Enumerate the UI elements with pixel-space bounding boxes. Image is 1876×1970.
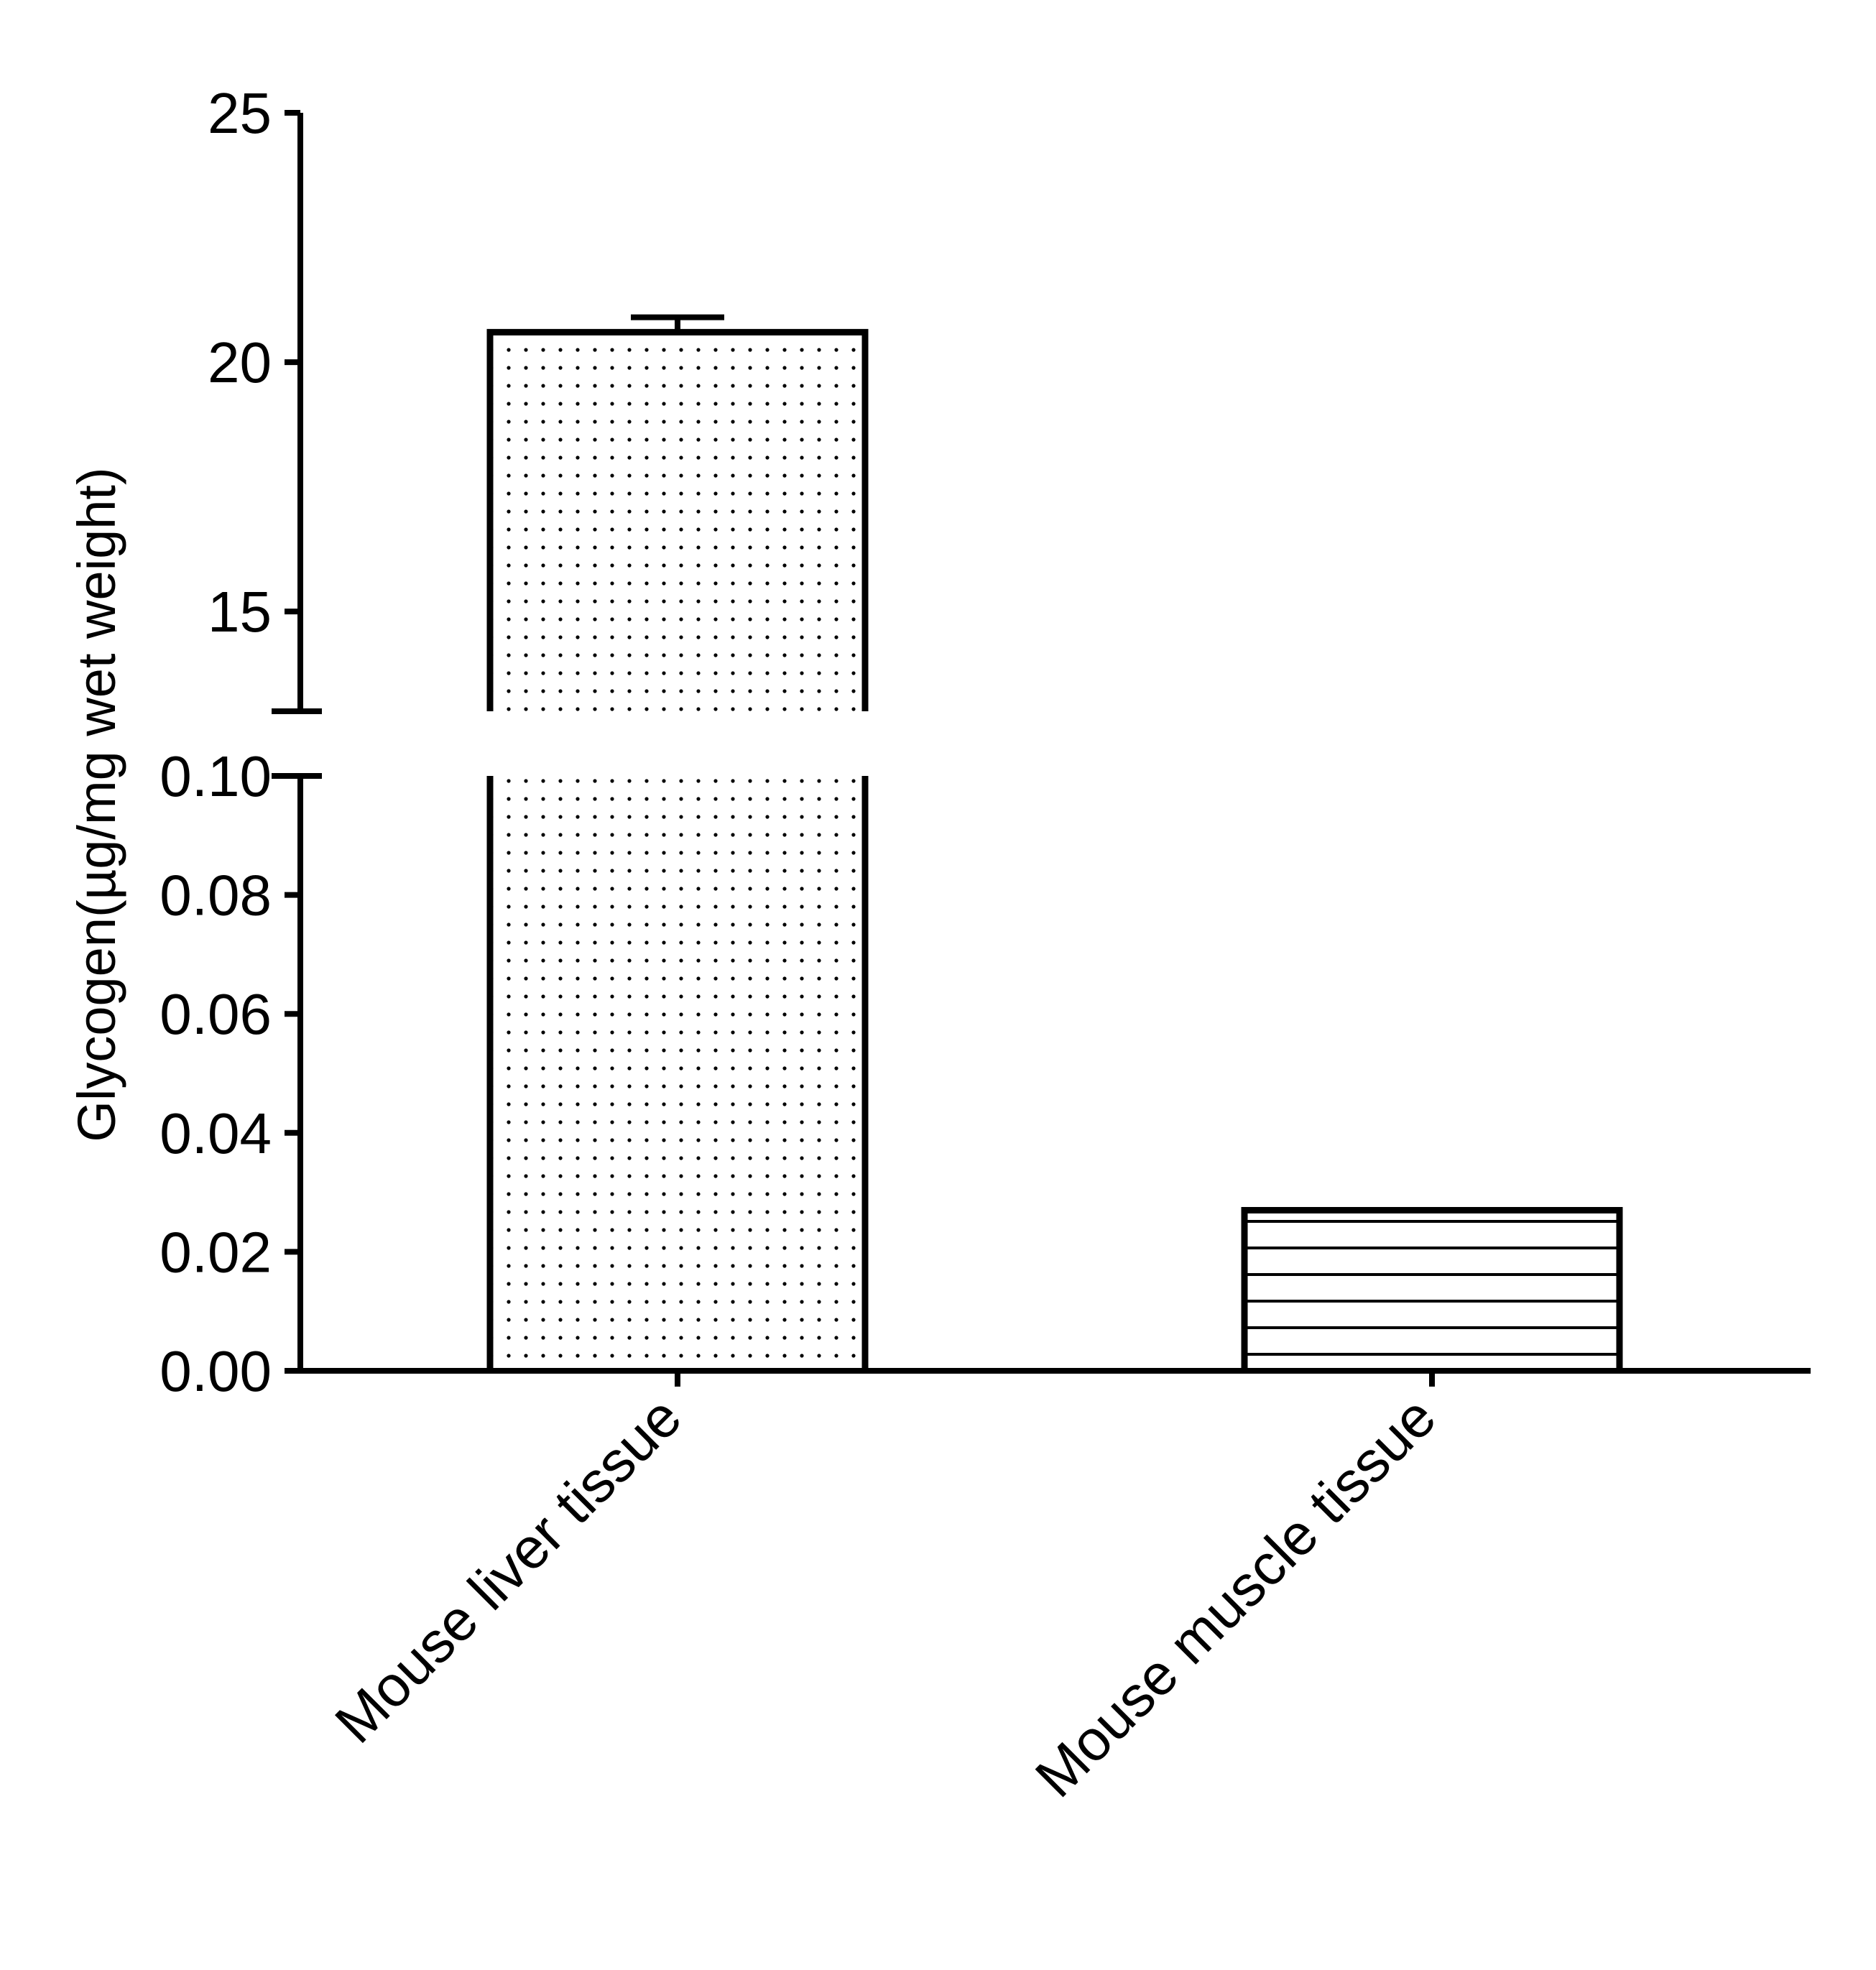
bar-fill-lower [490,776,865,1371]
y-tick-label: 0.08 [160,864,272,928]
y-tick-label: 0.02 [160,1220,272,1284]
y-tick-label: 0.06 [160,982,272,1046]
axes-layer [272,110,1811,1387]
bar-fill-upper [490,332,865,711]
y-tick-label: 15 [208,580,272,644]
x-category-label: Mouse liver tissue [323,1384,693,1755]
y-tick-label: 0.10 [160,744,272,808]
y-tick-label: 0.04 [160,1101,272,1165]
bar-outline-lower [486,776,869,1371]
y-tick-label: 25 [208,81,272,145]
bars-layer [486,314,1623,1371]
bar-fill [1244,1210,1619,1371]
x-category-label: Mouse muscle tissue [1023,1384,1448,1809]
y-axis-title: Glycogen(µg/mg wet weight) [67,467,126,1142]
y-tick-label: 20 [208,330,272,394]
bar-outline [1241,1206,1623,1371]
y-tick-label: 0.00 [160,1339,272,1403]
